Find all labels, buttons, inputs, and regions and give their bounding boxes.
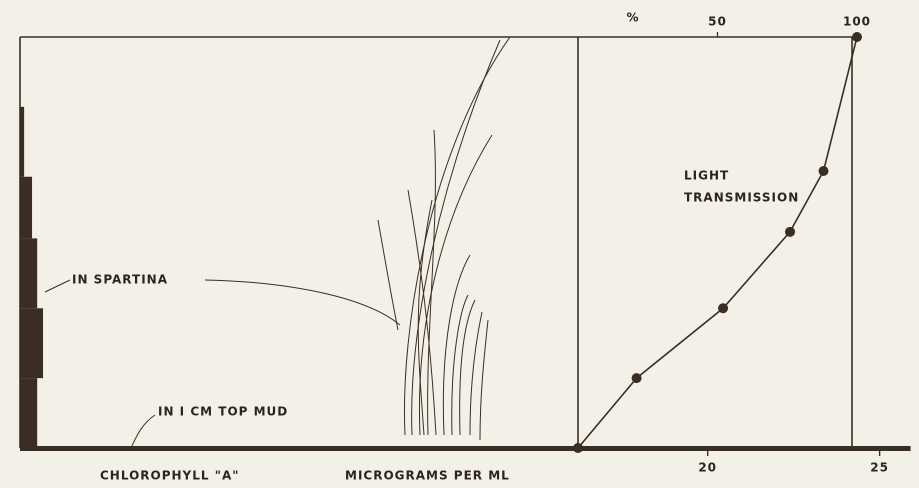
bar: [20, 107, 24, 177]
point: [785, 227, 795, 237]
bar: [20, 177, 32, 239]
point: [573, 443, 583, 453]
chart: IN SPARTINA IN I CM TOP MUD CHLOROPHYLL "A…: [0, 0, 919, 488]
point: [632, 373, 642, 383]
point: [819, 166, 829, 176]
point: [718, 303, 728, 313]
chart-title: TRANSMISSION: [684, 191, 799, 205]
mud-bar: [20, 446, 911, 451]
x-tick-label: 100: [843, 15, 871, 29]
bar: [20, 308, 43, 378]
x-axis-label: CHLOROPHYLL "A": [100, 469, 240, 483]
series-label: IN I CM TOP MUD: [158, 405, 288, 419]
x-axis-label: %: [626, 11, 639, 25]
x-tick-label: 20: [698, 461, 717, 475]
bar: [20, 238, 37, 308]
chart-title: LIGHT: [684, 169, 729, 183]
x-tick-label: 25: [870, 461, 889, 475]
bar: [20, 378, 37, 448]
x-tick-label: 50: [708, 15, 727, 29]
series-label: IN SPARTINA: [72, 273, 168, 287]
x-axis-label: MICROGRAMS PER ML: [345, 469, 510, 483]
